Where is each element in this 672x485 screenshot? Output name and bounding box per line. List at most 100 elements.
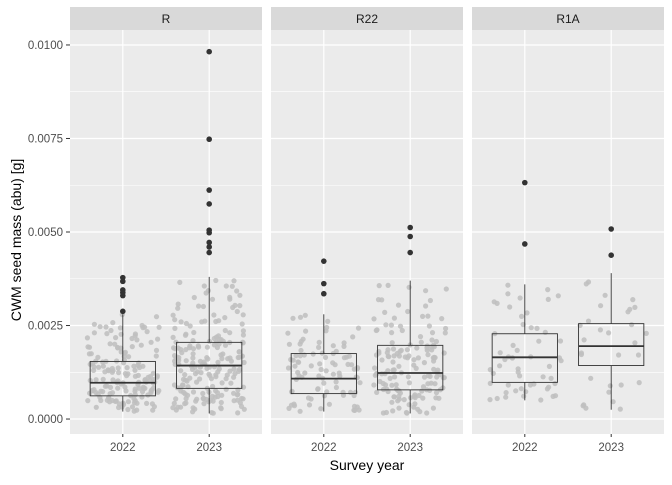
jitter-point [138, 342, 144, 348]
jitter-point [388, 322, 394, 328]
jitter-point [235, 410, 241, 416]
jitter-point [606, 389, 612, 395]
jitter-point [428, 380, 434, 386]
jitter-point [201, 401, 207, 407]
outlier-point [321, 290, 327, 297]
jitter-point [424, 410, 430, 416]
jitter-point [126, 354, 132, 360]
jitter-point [391, 315, 397, 321]
jitter-point [341, 355, 347, 361]
jitter-point [291, 401, 297, 407]
jitter-point [216, 318, 222, 324]
jitter-point [382, 309, 388, 315]
jitter-point [290, 315, 296, 321]
jitter-point [618, 382, 624, 388]
jitter-point [116, 370, 122, 376]
y-tick-label: 0.0000 [28, 414, 63, 426]
jitter-point [597, 327, 604, 333]
jitter-point [240, 332, 246, 338]
jitter-point [192, 371, 199, 377]
jitter-point [425, 313, 431, 319]
jitter-point [389, 340, 395, 346]
jitter-point [607, 383, 613, 389]
jitter-point [115, 365, 121, 371]
jitter-point [316, 373, 322, 379]
jitter-point [420, 395, 426, 401]
jitter-point [297, 353, 303, 359]
jitter-point [346, 353, 352, 359]
jitter-point [330, 343, 336, 349]
jitter-point [393, 382, 399, 388]
jitter-point [517, 295, 523, 301]
jitter-point [93, 404, 99, 410]
jitter-point [240, 328, 246, 334]
x-tick-label: 2023 [598, 442, 624, 454]
jitter-point [333, 384, 339, 391]
jitter-point [285, 365, 292, 371]
jitter-point [136, 385, 142, 391]
jitter-point [215, 369, 221, 375]
jitter-point [401, 397, 407, 403]
jitter-point [412, 392, 418, 398]
jitter-point [108, 327, 114, 334]
jitter-point [178, 368, 184, 374]
jitter-point [123, 388, 129, 394]
jitter-point [602, 292, 608, 298]
jitter-point [100, 363, 106, 369]
jitter-point [389, 399, 395, 405]
jitter-point [528, 325, 534, 331]
jitter-point [513, 388, 519, 394]
jitter-point [129, 344, 135, 350]
facet-strip-label: R [162, 12, 171, 26]
jitter-point [223, 283, 229, 289]
jitter-point [505, 291, 511, 297]
jitter-point [204, 344, 210, 350]
jitter-point [104, 331, 110, 337]
jitter-point [187, 323, 193, 329]
y-tick-label: 0.0025 [28, 321, 63, 333]
jitter-point [585, 318, 592, 324]
jitter-point [222, 327, 228, 334]
jitter-point [302, 312, 308, 318]
jitter-point [406, 284, 412, 290]
jitter-point [433, 338, 439, 345]
jitter-point [156, 388, 162, 394]
jitter-point [197, 376, 203, 382]
jitter-point [190, 351, 196, 357]
jitter-point [236, 368, 242, 374]
jitter-point [234, 308, 240, 315]
jitter-point [116, 404, 122, 411]
jitter-point [419, 388, 425, 394]
outlier-point [321, 280, 327, 287]
outlier-point [407, 233, 414, 240]
jitter-point [350, 334, 356, 340]
jitter-point [110, 320, 116, 326]
jitter-point [386, 354, 392, 360]
jitter-point [550, 393, 556, 399]
y-tick-label: 0.0100 [28, 40, 63, 52]
jitter-point [336, 370, 342, 376]
jitter-point [427, 297, 433, 304]
jitter-point [394, 350, 400, 357]
jitter-point [440, 375, 446, 381]
jitter-point [420, 384, 427, 390]
jitter-point [420, 313, 426, 319]
jitter-point [190, 389, 197, 395]
jitter-point [606, 330, 612, 336]
jitter-point [390, 346, 397, 352]
jitter-point [487, 397, 493, 403]
jitter-point [371, 382, 377, 388]
jitter-point [231, 374, 237, 380]
jitter-point [196, 303, 202, 309]
jitter-point [238, 403, 245, 409]
jitter-point [140, 384, 146, 390]
jitter-point [371, 316, 377, 322]
jitter-point [383, 322, 389, 328]
jitter-point [182, 372, 188, 378]
jitter-point [521, 393, 527, 399]
jitter-point [131, 363, 137, 369]
jitter-point [494, 300, 500, 306]
jitter-point [391, 367, 397, 373]
jitter-point [306, 402, 313, 408]
